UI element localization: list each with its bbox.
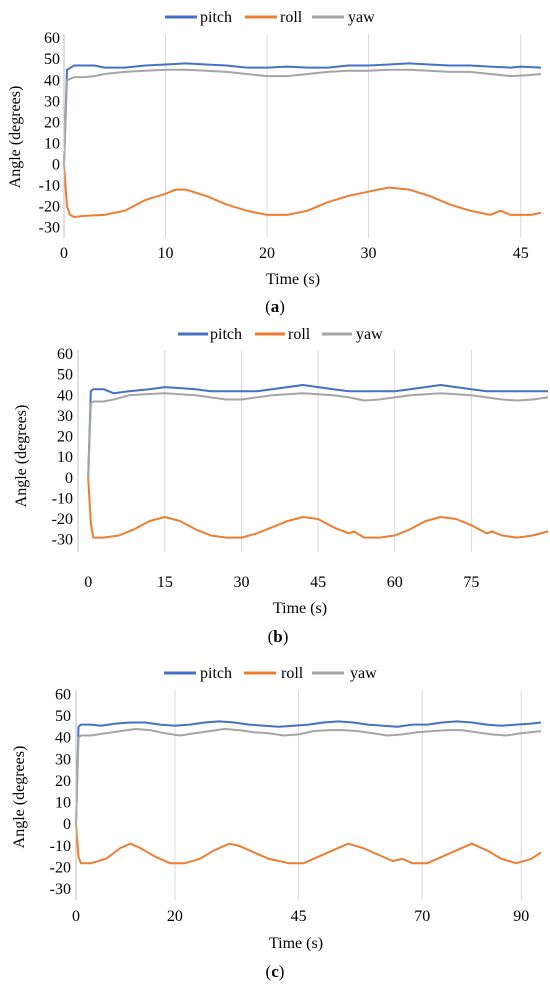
chart-c: pitch roll yaw 60 50 40 30 20 10 0 -10 -20 -30 0 2… bbox=[11, 665, 542, 981]
y-tick-label: 0 bbox=[52, 156, 60, 173]
x-axis-title-b: Time (s) bbox=[273, 600, 327, 617]
y-ticks-b: 60 50 40 30 20 10 0 -10 -20 -30 bbox=[52, 346, 73, 549]
series-line-pitch bbox=[63, 62, 542, 165]
series-line-pitch bbox=[75, 720, 542, 825]
panel-label-b: (b) bbox=[268, 627, 289, 646]
legend-roll-label-b: roll bbox=[288, 326, 311, 343]
y-tick-label: 40 bbox=[44, 72, 60, 89]
panel-label-c: (c) bbox=[266, 962, 285, 981]
series-c bbox=[75, 720, 542, 865]
y-axis-title-a: Angle (degrees) bbox=[7, 86, 24, 189]
y-ticks-c: 60 50 40 30 20 10 0 -10 -20 -30 bbox=[50, 686, 71, 898]
y-axis-title-c: Angle (degrees) bbox=[11, 746, 28, 849]
y-tick-label: -10 bbox=[39, 177, 60, 194]
series-line-pitch bbox=[87, 384, 548, 478]
legend-pitch-label-c: pitch bbox=[200, 665, 232, 682]
y-tick-label: -10 bbox=[50, 838, 71, 855]
x-tick-label: 10 bbox=[157, 245, 173, 262]
y-axis-title-b: Angle (degrees) bbox=[13, 405, 30, 508]
series-a bbox=[63, 62, 542, 218]
x-ticks-a: 0 10 20 30 45 bbox=[60, 245, 529, 262]
x-tick-label: 45 bbox=[310, 574, 326, 591]
x-tick-label: 75 bbox=[463, 574, 479, 591]
y-tick-label: 50 bbox=[57, 367, 73, 384]
x-tick-label: 60 bbox=[387, 574, 403, 591]
y-tick-label: 20 bbox=[57, 429, 73, 446]
y-tick-label: 60 bbox=[57, 346, 73, 363]
y-ticks-a: 60 50 40 30 20 10 0 -10 -20 -30 bbox=[39, 30, 60, 236]
x-tick-label: 90 bbox=[513, 908, 529, 925]
y-tick-label: 20 bbox=[55, 773, 71, 790]
series-line-yaw bbox=[63, 68, 542, 165]
legend-roll-label-a: roll bbox=[280, 9, 303, 26]
y-tick-label: -20 bbox=[50, 860, 71, 877]
chart-b: pitch roll yaw 60 50 40 30 20 10 0 -10 -20 -30 0 1… bbox=[13, 326, 549, 646]
x-tick-label: 30 bbox=[233, 574, 249, 591]
y-tick-label: 10 bbox=[55, 795, 71, 812]
x-tick-label: 15 bbox=[157, 574, 173, 591]
x-tick-label: 45 bbox=[513, 245, 529, 262]
y-tick-label: 50 bbox=[55, 708, 71, 725]
x-axis-title-c: Time (s) bbox=[269, 935, 323, 952]
y-tick-label: -30 bbox=[50, 881, 71, 898]
x-tick-label: 70 bbox=[414, 908, 430, 925]
x-tick-label: 45 bbox=[291, 908, 307, 925]
y-tick-label: -10 bbox=[52, 490, 73, 507]
x-tick-label: 20 bbox=[259, 245, 275, 262]
chart-a: pitch roll yaw 60 50 40 30 20 10 0 -10 -20 -30 0 1… bbox=[7, 9, 542, 316]
y-tick-label: 30 bbox=[57, 408, 73, 425]
x-tick-label: 0 bbox=[84, 574, 92, 591]
panel-label-a: (a) bbox=[265, 297, 285, 316]
x-ticks-c: 0 20 45 70 90 bbox=[72, 908, 529, 925]
y-tick-label: 60 bbox=[44, 30, 60, 47]
x-axis-title-a: Time (s) bbox=[266, 271, 320, 288]
y-tick-label: -20 bbox=[52, 511, 73, 528]
y-tick-label: -30 bbox=[52, 532, 73, 549]
y-tick-label: 10 bbox=[44, 135, 60, 152]
series-line-roll bbox=[87, 477, 549, 539]
legend-yaw-label-c: yaw bbox=[350, 665, 377, 682]
legend-pitch-label-b: pitch bbox=[210, 326, 242, 343]
series-line-yaw bbox=[87, 392, 549, 478]
series-line-yaw bbox=[75, 728, 542, 825]
legend-yaw-label-a: yaw bbox=[348, 9, 375, 26]
x-tick-label: 0 bbox=[60, 245, 68, 262]
x-ticks-b: 0 15 30 45 60 75 bbox=[84, 574, 479, 591]
y-tick-label: 40 bbox=[55, 730, 71, 747]
y-tick-label: 30 bbox=[44, 93, 60, 110]
y-tick-label: 0 bbox=[63, 816, 71, 833]
y-tick-label: 30 bbox=[55, 751, 71, 768]
y-tick-label: 40 bbox=[57, 387, 73, 404]
y-tick-label: -20 bbox=[39, 198, 60, 215]
legend-yaw-label-b: yaw bbox=[356, 326, 383, 343]
y-tick-label: 50 bbox=[44, 51, 60, 68]
y-tick-label: -30 bbox=[39, 219, 60, 236]
y-tick-label: 60 bbox=[55, 686, 71, 703]
legend-pitch-label-a: pitch bbox=[200, 9, 232, 26]
y-tick-label: 0 bbox=[65, 470, 73, 487]
x-tick-label: 20 bbox=[167, 908, 183, 925]
legend-roll-label-c: roll bbox=[281, 665, 304, 682]
x-tick-label: 0 bbox=[72, 908, 80, 925]
x-tick-label: 30 bbox=[360, 245, 376, 262]
series-line-roll bbox=[63, 164, 542, 218]
series-b bbox=[87, 384, 549, 539]
y-tick-label: 10 bbox=[57, 449, 73, 466]
y-tick-label: 20 bbox=[44, 114, 60, 131]
series-line-roll bbox=[75, 824, 542, 865]
